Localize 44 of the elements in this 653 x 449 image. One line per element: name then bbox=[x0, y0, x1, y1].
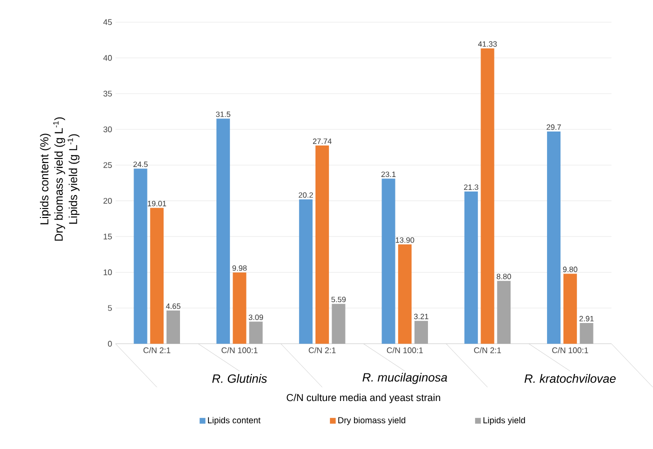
y-tick-label: 0 bbox=[108, 341, 112, 347]
y-tick-label: 25 bbox=[104, 162, 112, 168]
text: Dry biomass yield (g L$^{-1}$) bbox=[53, 117, 66, 241]
bar bbox=[480, 48, 494, 344]
text: R. kratochvilovae bbox=[524, 374, 616, 383]
bar bbox=[216, 118, 230, 344]
y-axis-title: Lipids content (%) bbox=[40, 134, 51, 224]
legend-label: Lipids yield bbox=[483, 417, 525, 426]
bar bbox=[332, 304, 346, 344]
bar bbox=[166, 310, 180, 344]
bar bbox=[382, 178, 396, 344]
text: R. mucilaginosa bbox=[362, 372, 448, 384]
x-tick-label: C/N 100:1 bbox=[386, 347, 423, 354]
x-tick-label: C/N 100:1 bbox=[222, 347, 258, 354]
y-tick-label: 15 bbox=[104, 234, 112, 240]
y-tick-label: 10 bbox=[104, 270, 112, 276]
y-tick-label: 5 bbox=[108, 305, 112, 311]
y-tick-label: 40 bbox=[103, 55, 112, 61]
bar bbox=[150, 208, 164, 344]
x-tick-label: C/N 2:1 bbox=[474, 347, 501, 354]
bar bbox=[580, 323, 594, 344]
x-tick-label: C/N 2:1 bbox=[143, 347, 170, 354]
bar bbox=[547, 132, 561, 344]
bar bbox=[249, 322, 263, 344]
y-tick-label: 30 bbox=[103, 126, 112, 132]
bar bbox=[398, 244, 412, 344]
bar bbox=[134, 168, 148, 344]
bar bbox=[497, 281, 511, 344]
x-axis-title: C/N culture media and yeast strain bbox=[286, 394, 440, 404]
bar bbox=[464, 192, 478, 344]
legend-label: Lipids content bbox=[208, 417, 261, 426]
bar bbox=[232, 272, 246, 344]
y-tick-label: 45 bbox=[103, 19, 112, 26]
legend-label: Dry biomass yield bbox=[338, 417, 406, 426]
bar bbox=[563, 274, 577, 344]
text: Lipids yield (g L$^{-1}$) bbox=[68, 134, 80, 224]
y-tick-label: 20 bbox=[104, 198, 112, 204]
bar bbox=[414, 320, 428, 344]
x-tick-label: C/N 2:1 bbox=[308, 347, 336, 354]
x-tick-label: C/N 100:1 bbox=[552, 347, 588, 354]
text: R. Glutinis bbox=[212, 374, 267, 383]
y-tick-label: 35 bbox=[103, 90, 112, 97]
bar bbox=[315, 146, 329, 344]
bar bbox=[299, 200, 313, 344]
